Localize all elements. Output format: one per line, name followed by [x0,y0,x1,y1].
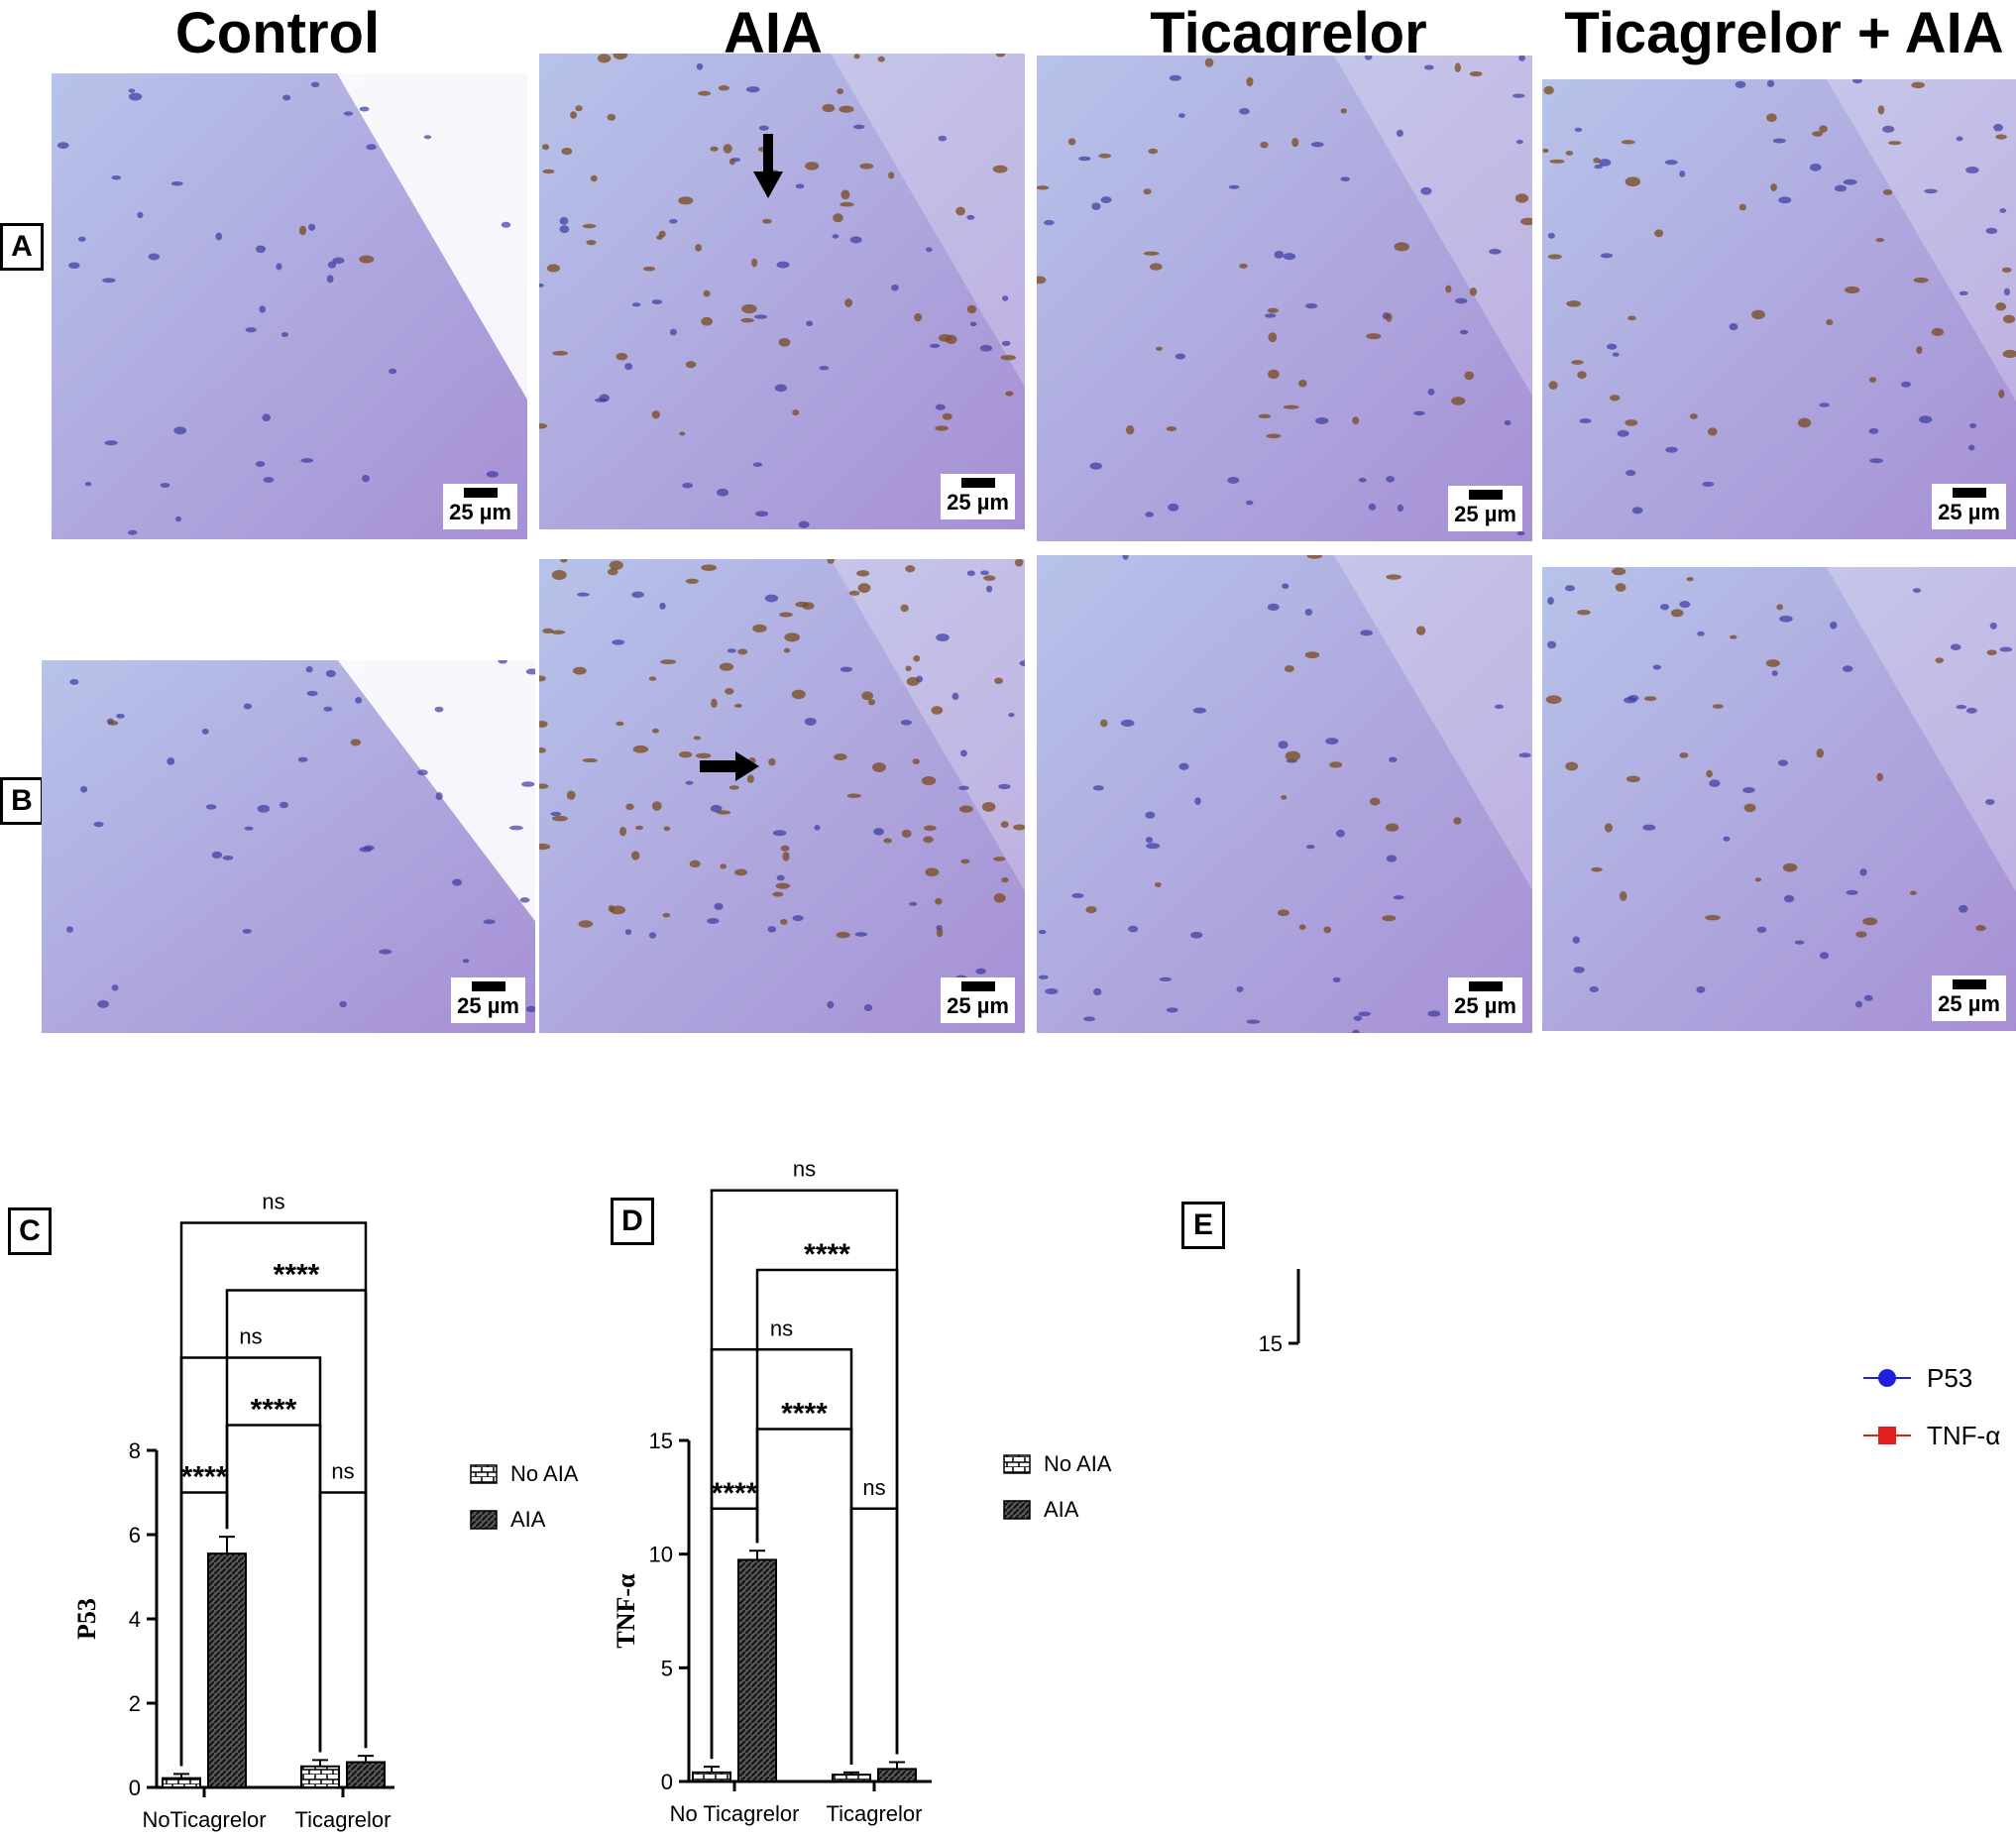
scale-bar-label: 25 µm [449,500,511,524]
scale-bar-label: 25 µm [947,993,1009,1018]
y-tick-label: 10 [649,1543,673,1567]
significance-label: ns [331,1459,354,1484]
scale-bar-label: 25 µm [947,490,1009,515]
significance-bracket [755,1268,899,1755]
scale-bar: 25 µm [1932,484,2006,529]
panel-label-d: D [611,1198,654,1245]
legend-marker [1878,1369,1896,1387]
significance-bracket [179,1221,368,1767]
scale-bar: 25 µm [1932,975,2006,1021]
micrograph-a-4: 25 µm [1542,79,2016,539]
y-tick-label: 15 [1259,1331,1283,1356]
significance-label: **** [804,1238,850,1271]
panel-label-c: C [8,1207,52,1255]
scale-bar-label: 25 µm [1938,500,2000,524]
scale-bar: 25 µm [1448,977,1522,1023]
significance-label: **** [712,1477,758,1510]
significance-bracket [318,1491,368,1753]
micrograph-a-3: 25 µm [1037,56,1532,541]
significance-label: ns [239,1324,262,1349]
significance-label: **** [274,1259,320,1292]
significance-label: ns [770,1316,793,1340]
row-label-b: B [0,777,44,825]
scale-bar-line [1952,979,1986,989]
y-tick-label: 0 [661,1770,673,1794]
significance-bracket [849,1507,899,1765]
scale-bar: 25 µm [1448,486,1522,531]
scale-bar-line [1468,490,1503,500]
y-axis-label: TNF-α [615,1573,640,1649]
chart-correlation: -50510155101520NLRP3P53,TNF-α(Stained ar… [1259,1269,2000,1450]
significance-label: **** [781,1398,828,1431]
scale-bar: 25 µm [941,977,1015,1023]
y-tick-label: 2 [129,1691,141,1716]
significance-label: **** [181,1461,228,1494]
micrograph-b-4: 25 µm [1542,567,2016,1031]
scale-bar-label: 25 µm [1454,502,1516,526]
scale-bar-label: 25 µm [1938,991,2000,1016]
significance-label: ns [862,1475,885,1500]
legend-label: No AIA [510,1461,579,1486]
row-label-a: A [0,223,44,271]
micrograph-b-1: 25 µm [42,660,535,1033]
arrow-right-icon [700,751,759,781]
y-axis-label: P53 [72,1598,101,1640]
bar [832,1774,871,1782]
significance-bracket [710,1189,899,1760]
legend-swatch [470,1510,498,1530]
legend-label: AIA [1044,1497,1079,1522]
bar [692,1771,731,1782]
scale-bar: 25 µm [941,474,1015,519]
y-tick-label: 5 [661,1656,673,1680]
bar [877,1768,917,1782]
legend-marker [1878,1427,1896,1444]
micrograph-b-3: 25 µm [1037,555,1532,1033]
significance-label: **** [251,1394,297,1427]
scale-bar-line [960,478,995,488]
scale-bar-line [471,981,505,991]
scale-bar-label: 25 µm [457,993,519,1018]
legend-swatch [1003,1500,1031,1520]
bar [162,1777,201,1789]
significance-label: ns [793,1157,816,1182]
scale-bar-line [1952,488,1986,498]
x-category-label: Ticagrelor [827,1801,923,1826]
bar [207,1552,247,1788]
panel-label-e: E [1181,1202,1225,1249]
scale-bar: 25 µm [451,977,525,1023]
scale-bar: 25 µm [443,484,517,529]
arrow-down-icon [753,134,783,198]
x-category-label: No Ticagrelor [670,1801,800,1826]
legend-label: P53 [1927,1363,1972,1393]
bar [737,1558,777,1782]
y-tick-label: 4 [129,1607,141,1632]
y-tick-label: 15 [649,1429,673,1453]
scale-bar-label: 25 µm [1454,993,1516,1018]
bar [346,1761,386,1788]
y-tick-label: 8 [129,1438,141,1463]
scale-bar-line [463,488,498,498]
micrograph-a-1: 25 µm [52,73,527,539]
legend-label: AIA [510,1507,546,1532]
scale-bar-line [1468,981,1503,991]
x-category-label: NoTicagrelor [142,1807,266,1832]
y-tick-label: 0 [129,1776,141,1800]
legend-swatch [1003,1454,1031,1474]
legend-label: TNF-α [1927,1421,2000,1450]
significance-label: ns [262,1190,284,1214]
column-title-control: Control [174,1,381,65]
y-tick-label: 6 [129,1523,141,1548]
micrograph-b-2: 25 µm [539,559,1025,1033]
legend-swatch [470,1464,498,1484]
bar [300,1765,340,1788]
chart-p53: 0 2 4 6 8 P53 NoTicagrelor Ticagrelor **** ns ****… [72,1190,579,1833]
column-title-ticagrelor-aia: Ticagrelor + AIA [1564,1,2004,65]
micrograph-a-2: 25 µm [539,54,1025,529]
chart-tnf: 0 5 10 15 TNF-α No Ticagrelor Ticagrelor **** ns… [615,1157,1112,1826]
scale-bar-line [960,981,995,991]
x-category-label: Ticagrelor [295,1807,392,1832]
column-title-ticagrelor: Ticagrelor [1150,1,1427,65]
legend-label: No AIA [1044,1451,1112,1476]
